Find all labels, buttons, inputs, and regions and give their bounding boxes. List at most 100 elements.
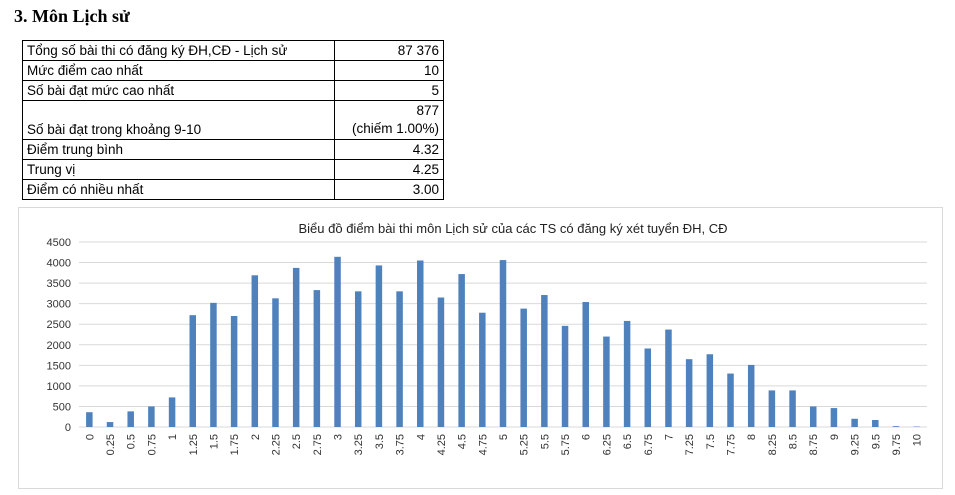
- x-tick-label: 10: [912, 434, 924, 446]
- chart-title: Biểu đồ điểm bài thi môn Lịch sử của các…: [299, 221, 728, 236]
- x-tick-label: 3: [333, 434, 345, 440]
- x-tick-label: 9.75: [891, 434, 903, 455]
- bar-chart: Biểu đồ điểm bài thi môn Lịch sử của các…: [47, 221, 927, 455]
- stats-label: Số bài đạt mức cao nhất: [22, 80, 335, 101]
- x-tick-label: 0.5: [126, 434, 138, 449]
- x-tick-label: 5: [498, 434, 510, 440]
- x-tick-label: 3.25: [353, 434, 365, 455]
- bar: [872, 420, 879, 427]
- bar: [665, 329, 672, 427]
- bar: [892, 426, 900, 427]
- stats-value: 4.32: [334, 139, 444, 160]
- x-tick-label: 4: [415, 434, 427, 440]
- stats-label: Mức điểm cao nhất: [22, 60, 335, 81]
- x-tick-label: 0.25: [105, 434, 117, 455]
- stats-value-line: 4.25: [412, 162, 439, 177]
- stats-value: 10: [334, 60, 444, 81]
- x-tick-label: 9.25: [850, 434, 862, 455]
- x-tick-label: 7.75: [726, 434, 738, 455]
- x-tick-label: 7.5: [705, 434, 717, 449]
- stats-row: Điểm có nhiều nhất 3.00: [22, 179, 444, 200]
- bar: [86, 412, 93, 427]
- bar: [168, 397, 176, 427]
- x-tick-label: 5.75: [560, 434, 572, 455]
- bar: [148, 406, 155, 427]
- bar: [292, 267, 300, 427]
- x-tick-label: 9.5: [870, 434, 882, 449]
- x-tick-label: 9: [829, 434, 841, 440]
- stats-label: Số bài đạt trong khoảng 9-10: [22, 100, 335, 140]
- stats-label: Tổng số bài thi có đăng ký ĐH,CĐ - Lịch …: [22, 40, 335, 61]
- bar: [727, 373, 734, 427]
- stats-value-line: 877: [416, 103, 439, 118]
- stats-label: Điểm có nhiều nhất: [22, 179, 335, 200]
- bar: [603, 336, 610, 427]
- stats-value-line: 87 376: [397, 43, 439, 58]
- stats-row: Điểm trung bình 4.32: [22, 139, 444, 160]
- x-tick-label: 1.75: [229, 434, 241, 455]
- y-tick-label: 0: [65, 422, 71, 434]
- y-tick-label: 2500: [47, 319, 71, 331]
- stats-row: Số bài đạt mức cao nhất 5: [22, 80, 444, 101]
- bar: [354, 291, 362, 427]
- x-tick-label: 8.5: [788, 434, 800, 449]
- bar: [437, 297, 445, 427]
- bar: [334, 256, 341, 427]
- bar: [520, 308, 527, 427]
- bar: [313, 290, 321, 427]
- stats-value: 87 376: [334, 40, 444, 61]
- x-tick-label: 8.75: [808, 434, 820, 455]
- x-tick-label: 2.75: [312, 434, 324, 455]
- y-tick-label: 1000: [47, 381, 71, 393]
- x-tick-label: 5.5: [539, 434, 551, 449]
- bar: [561, 325, 569, 427]
- bar: [789, 390, 796, 427]
- y-tick-label: 500: [53, 401, 71, 413]
- x-tick-label: 4.75: [477, 434, 489, 455]
- x-tick-label: 6.75: [643, 434, 655, 455]
- bar: [809, 406, 817, 427]
- stats-label: Trung vị: [22, 159, 335, 180]
- bar: [417, 260, 424, 427]
- y-tick-label: 4500: [47, 237, 71, 249]
- bar: [375, 265, 383, 427]
- stats-row: Mức điểm cao nhất 10: [22, 60, 444, 81]
- y-tick-label: 3500: [47, 278, 71, 290]
- x-tick-label: 5.25: [519, 434, 531, 455]
- stats-value: 5: [334, 80, 444, 101]
- y-tick-label: 2000: [47, 340, 71, 352]
- bar: [644, 348, 652, 427]
- x-tick-label: 2: [250, 434, 262, 440]
- x-tick-label: 1.5: [208, 434, 220, 449]
- x-tick-label: 4.25: [436, 434, 448, 455]
- x-tick-label: 6: [581, 434, 593, 440]
- section-heading: 3. Môn Lịch sử: [14, 6, 130, 26]
- stats-value-line: 3.00: [412, 182, 439, 197]
- x-tick-label: 7: [663, 434, 675, 440]
- bar: [189, 315, 197, 427]
- stats-value-line: 10: [423, 63, 439, 78]
- x-tick-label: 1: [167, 434, 179, 440]
- x-tick-label: 3.5: [374, 434, 386, 449]
- bar: [623, 320, 631, 427]
- bar: [830, 408, 838, 427]
- stats-value: 877 (chiếm 1.00%): [334, 100, 444, 140]
- stats-row: Tổng số bài thi có đăng ký ĐH,CĐ - Lịch …: [22, 40, 444, 61]
- x-tick-label: 4.5: [457, 434, 469, 449]
- y-tick-label: 4000: [47, 258, 71, 270]
- bar: [851, 418, 858, 427]
- stats-row: Trung vị 4.25: [22, 159, 444, 180]
- x-tick-label: 8: [746, 434, 758, 440]
- stats-value-line: 5: [431, 83, 439, 98]
- x-tick-label: 0.75: [146, 434, 158, 455]
- x-tick-label: 6.5: [622, 434, 634, 449]
- bar: [479, 312, 486, 427]
- x-tick-label: 2.5: [291, 434, 303, 449]
- chart-container: Biểu đồ điểm bài thi môn Lịch sử của các…: [18, 207, 943, 489]
- bar: [499, 260, 507, 427]
- bar: [706, 354, 714, 427]
- x-tick-label: 3.75: [395, 434, 407, 455]
- bar: [251, 275, 259, 427]
- bar: [230, 316, 238, 427]
- x-tick-label: 6.25: [601, 434, 613, 455]
